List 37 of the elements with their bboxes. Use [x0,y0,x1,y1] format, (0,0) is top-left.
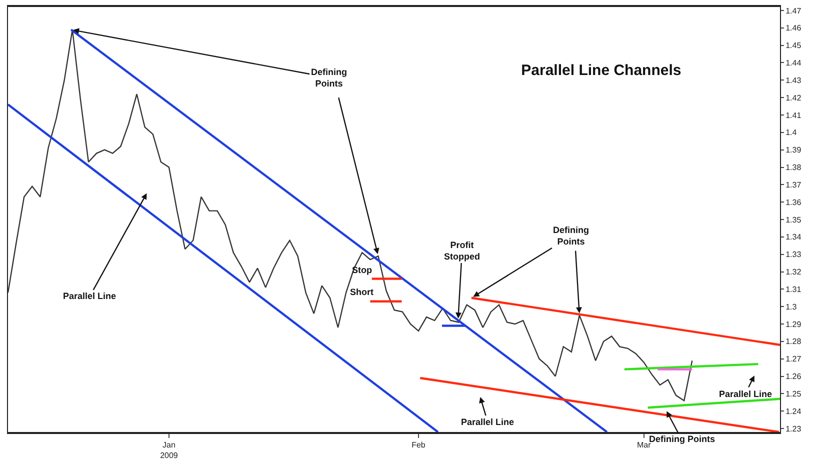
text: Parallel Line Channels [521,62,682,79]
annotation: Parallel Line [719,389,772,399]
y-tick-label: 1.35 [786,215,802,224]
y-tick-label: 1.37 [786,180,802,190]
y-tick-label: 1.46 [786,24,802,33]
y-tick-label: 1.44 [786,58,802,68]
y-tick-label: 1.43 [786,76,802,85]
x-tick-label: Feb [412,440,426,450]
annotation: Short [350,287,374,297]
annotation: Profit Stopped [444,240,480,262]
y-tick-label: 1.36 [786,198,802,207]
y-tick-label: 1.28 [786,337,802,346]
y-tick-label: 1.34 [786,232,802,242]
y-tick-label: 1.39 [786,146,802,155]
y-tick-label: 1.32 [786,268,802,277]
y-tick-label: 1.31 [786,284,802,294]
y-tick-label: 1.33 [786,250,802,260]
y-tick-label: 1.41 [786,110,802,120]
y-tick-label: 1.4 [786,128,798,138]
annotation: Defining Points [311,67,347,89]
y-tick-label: 1.3 [786,302,798,312]
y-tick-label: 1.38 [786,163,802,172]
y-tick-label: 1.29 [786,320,802,329]
annotation: Defining Points [553,225,589,247]
annotation: Parallel Line [461,417,514,427]
y-tick-label: 1.26 [786,372,802,382]
y-tick-label: 1.42 [786,93,802,102]
x-tick-label: Mar [636,440,652,450]
x-tick-label: Jan 2009 [160,440,178,460]
y-tick-label: 1.25 [786,389,802,398]
annotation: Parallel Line [63,291,116,301]
y-tick-label: 1.47 [786,6,802,16]
y-tick-label: 1.45 [786,41,802,50]
annotation: Defining Points [649,434,715,444]
y-tick-label: 1.23 [786,424,802,434]
y-tick-label: 1.27 [786,354,802,364]
y-tick-label: 1.24 [786,406,802,416]
